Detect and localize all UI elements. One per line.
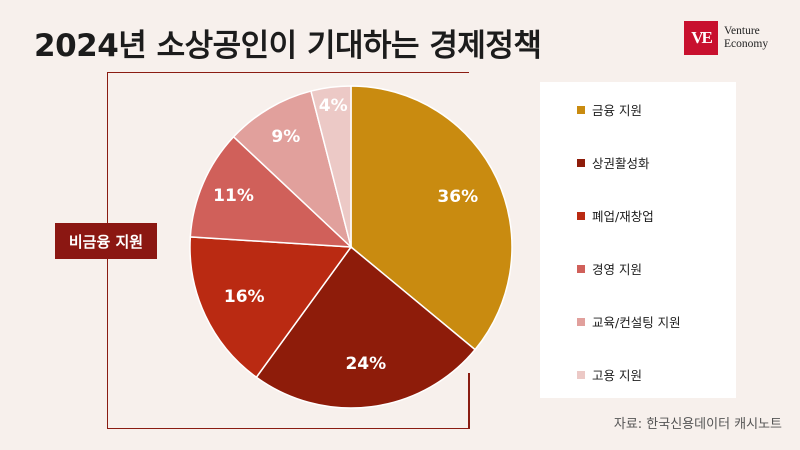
legend-label: 금융 지원 <box>592 103 642 118</box>
page-title: 2024년 소상공인이 기대하는 경제정책 <box>34 28 542 64</box>
legend-item-교육-컨설팅-지원: 교육/컨설팅 지원 <box>577 312 681 331</box>
pie-slice-상권활성화 <box>255 245 477 409</box>
legend-item-고용-지원: 고용 지원 <box>577 365 642 384</box>
pie-slice-교육-컨설팅-지원 <box>232 90 353 250</box>
non-financial-bracket-end <box>468 373 470 429</box>
legend-label: 고용 지원 <box>592 368 642 383</box>
pie-slice-폐업-재창업 <box>189 236 353 379</box>
brand-logo: VE Venture Economy <box>684 21 768 55</box>
pie-label-상권활성화: 24% <box>345 354 386 374</box>
legend-swatch <box>577 105 585 114</box>
legend-swatch <box>577 317 585 326</box>
legend-label: 교육/컨설팅 지원 <box>592 315 681 330</box>
pie-slice-경영-지원 <box>189 135 354 248</box>
pie-label-폐업-재창업: 16% <box>224 287 265 307</box>
legend-swatch <box>577 370 585 379</box>
pie-label-고용-지원: 4% <box>319 96 348 116</box>
brand-name-line1: Venture <box>724 25 760 37</box>
legend-swatch <box>577 211 585 220</box>
non-financial-label: 비금융 지원 <box>55 223 157 259</box>
legend-label: 경영 지원 <box>592 262 642 277</box>
legend-item-폐업-재창업: 폐업/재창업 <box>577 206 654 225</box>
source-note: 자료: 한국신용데이터 캐시노트 <box>613 417 782 432</box>
legend-swatch <box>577 158 585 167</box>
legend-swatch <box>577 264 585 273</box>
brand-name: Venture Economy <box>724 25 768 51</box>
legend-item-금융-지원: 금융 지원 <box>577 100 642 119</box>
pie-slice-고용-지원 <box>310 85 352 248</box>
pie-label-금융-지원: 36% <box>437 187 478 207</box>
legend-item-경영-지원: 경영 지원 <box>577 259 642 278</box>
legend-label: 폐업/재창업 <box>592 209 654 224</box>
brand-name-line2: Economy <box>724 38 769 50</box>
legend-item-상권활성화: 상권활성화 <box>577 153 650 172</box>
pie-slice-금융-지원 <box>350 85 513 351</box>
pie-label-교육-컨설팅-지원: 9% <box>271 127 300 147</box>
pie-label-경영-지원: 11% <box>213 186 254 206</box>
ve-logo-icon: VE <box>684 21 718 55</box>
legend-label: 상권활성화 <box>592 156 650 171</box>
